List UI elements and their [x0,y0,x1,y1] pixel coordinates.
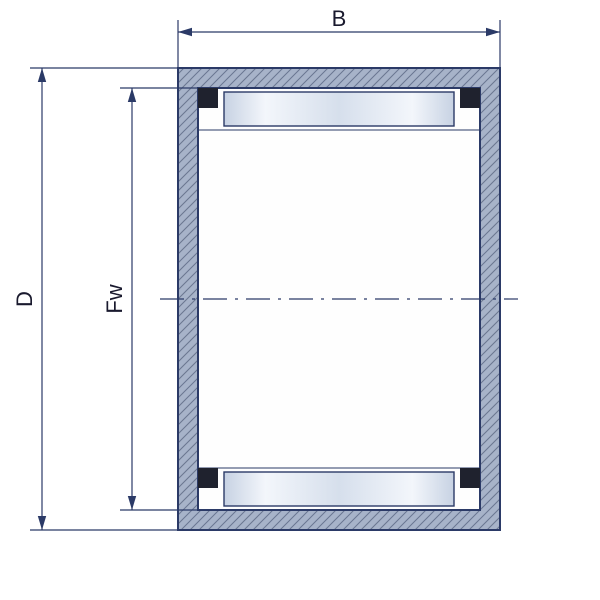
label-D: D [12,291,37,307]
label-Fw: Fw [102,284,127,313]
dimension-B: B [178,6,500,68]
label-B: B [332,6,347,31]
dimension-D: D [12,68,178,530]
